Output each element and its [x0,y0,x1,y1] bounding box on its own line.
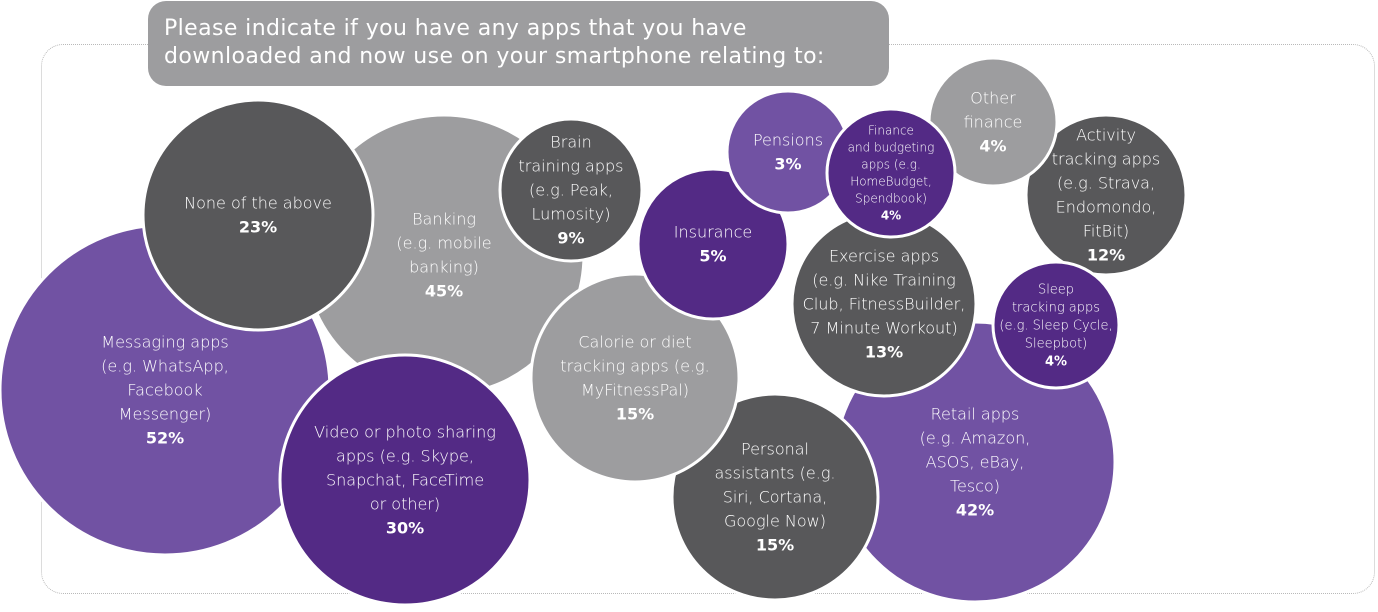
bubble-label: Video or photo sharing [314,423,496,442]
bubble-value-label: 45% [425,282,463,301]
bubble: Sleep tracking apps (e.g. Sleep Cycle, Slee… [991,260,1121,390]
bubble-label: Messaging apps [101,333,228,352]
bubble: None of the above 23% [141,98,375,332]
bubble-circle [991,260,1121,390]
bubble-circle [1024,113,1188,277]
bubble: Brain training apps (e.g. Peak, Lumosity) 9% [498,117,644,263]
bubble-value-label: 30% [386,519,424,538]
bubble-label: Finance [868,124,914,138]
bubble-label: Sleepbot) [1025,337,1088,352]
bubble-label: tracking apps (e.g. [560,357,709,376]
bubble-label: Exercise apps [829,247,939,266]
bubble-label: (e.g. mobile [396,234,491,253]
bubble-value-label: 4% [1045,355,1067,370]
bubble-value-label: 15% [616,405,654,424]
bubble-label: (e.g. Nike Training [812,271,956,290]
bubble-circle [825,107,957,239]
bubble-label: Lumosity) [532,205,611,224]
bubble-circle [529,272,741,484]
bubble-label: Facebook [127,381,202,400]
bubble-label: (e.g. Sleep Cycle, [999,319,1112,334]
question-banner: Please indicate if you have any apps tha… [148,1,889,86]
bubble-label: and budgeting [848,141,935,155]
bubble-label: Snapchat, FaceTime [326,471,484,490]
bubble-label: banking) [409,258,479,277]
bubble-value-label: 42% [956,501,994,520]
bubble-label: Club, FitnessBuilder, [803,295,966,314]
bubble: Calorie or diet tracking apps (e.g. MyFitn… [529,272,741,484]
bubble-label: Activity [1076,126,1136,145]
bubble-circle [141,98,375,332]
bubble-label: Messenger) [119,405,212,424]
bubble-label: Personal [741,440,809,459]
bubble-value-label: 15% [756,536,794,555]
bubble: Finance and budgeting apps (e.g. HomeBudget… [825,107,957,239]
bubble-label: Retail apps [931,405,1020,424]
bubble-label: HomeBudget, [850,175,932,189]
bubble: Activity tracking apps (e.g. Strava, Endomo… [1024,113,1188,277]
bubble-label: FitBit) [1083,222,1129,241]
bubble-label: Endomondo, [1056,198,1157,217]
bubble-value-label: 4% [881,209,901,223]
bubble-circle [278,353,532,607]
bubble-label: Tesco) [950,477,1000,496]
bubble-label: Banking [412,210,476,229]
bubble-value-label: 23% [239,218,277,237]
bubble-label: MyFitnessPal) [581,381,689,400]
bubble-circle [636,167,790,321]
bubble-label: tracking apps [1012,301,1100,316]
bubble-label: 7 Minute Workout) [810,319,957,338]
bubble: Video or photo sharing apps (e.g. Skype, S… [278,353,532,607]
bubble-label: Brain [550,133,591,152]
bubble-label: Pensions [753,131,823,150]
bubble-value-label: 4% [979,137,1006,156]
bubble-circle [670,392,880,602]
bubble-label: Siri, Cortana, [723,488,827,507]
bubble-label: Calorie or diet [578,333,691,352]
bubble-value-label: 12% [1087,246,1125,265]
bubble-label: Insurance [674,223,753,242]
bubble-label: apps (e.g. Skype, [336,447,474,466]
bubble-label: tracking apps [1052,150,1160,169]
bubble-value-label: 5% [699,247,726,266]
bubble-label: (e.g. Strava, [1057,174,1155,193]
bubble-value-label: 3% [774,155,801,174]
bubble-label: training apps [519,157,624,176]
bubble-label: (e.g. Amazon, [920,429,1031,448]
bubble-label: Sleep [1038,283,1074,298]
bubble-label: apps (e.g. [861,158,921,172]
bubble-label: Spendbook) [855,192,927,206]
bubble-label: assistants (e.g. [714,464,835,483]
bubble-label: (e.g. Peak, [529,181,613,200]
bubble: Exercise apps (e.g. Nike Training Club, Fi… [790,210,978,398]
bubble-label: finance [964,113,1023,132]
bubble-label: (e.g. WhatsApp, [101,357,229,376]
bubble-circle [498,117,644,263]
bubble: Personal assistants (e.g. Siri, Cortana, Go… [670,392,880,602]
bubble-value-label: 52% [146,429,184,448]
bubble-label: or other) [370,495,440,514]
bubble-value-label: 9% [557,229,584,248]
bubble-label: ASOS, eBay, [926,453,1025,472]
bubble: Other finance 4% [927,56,1059,188]
bubble-label: Other [970,89,1016,108]
bubble-label: None of the above [184,194,332,213]
bubble: Pensions 3% [725,89,851,215]
bubble-label: Google Now) [724,512,826,531]
bubble-value-label: 13% [865,343,903,362]
bubble: Insurance 5% [636,167,790,321]
chart-title: Please indicate if you have any apps tha… [164,16,825,69]
